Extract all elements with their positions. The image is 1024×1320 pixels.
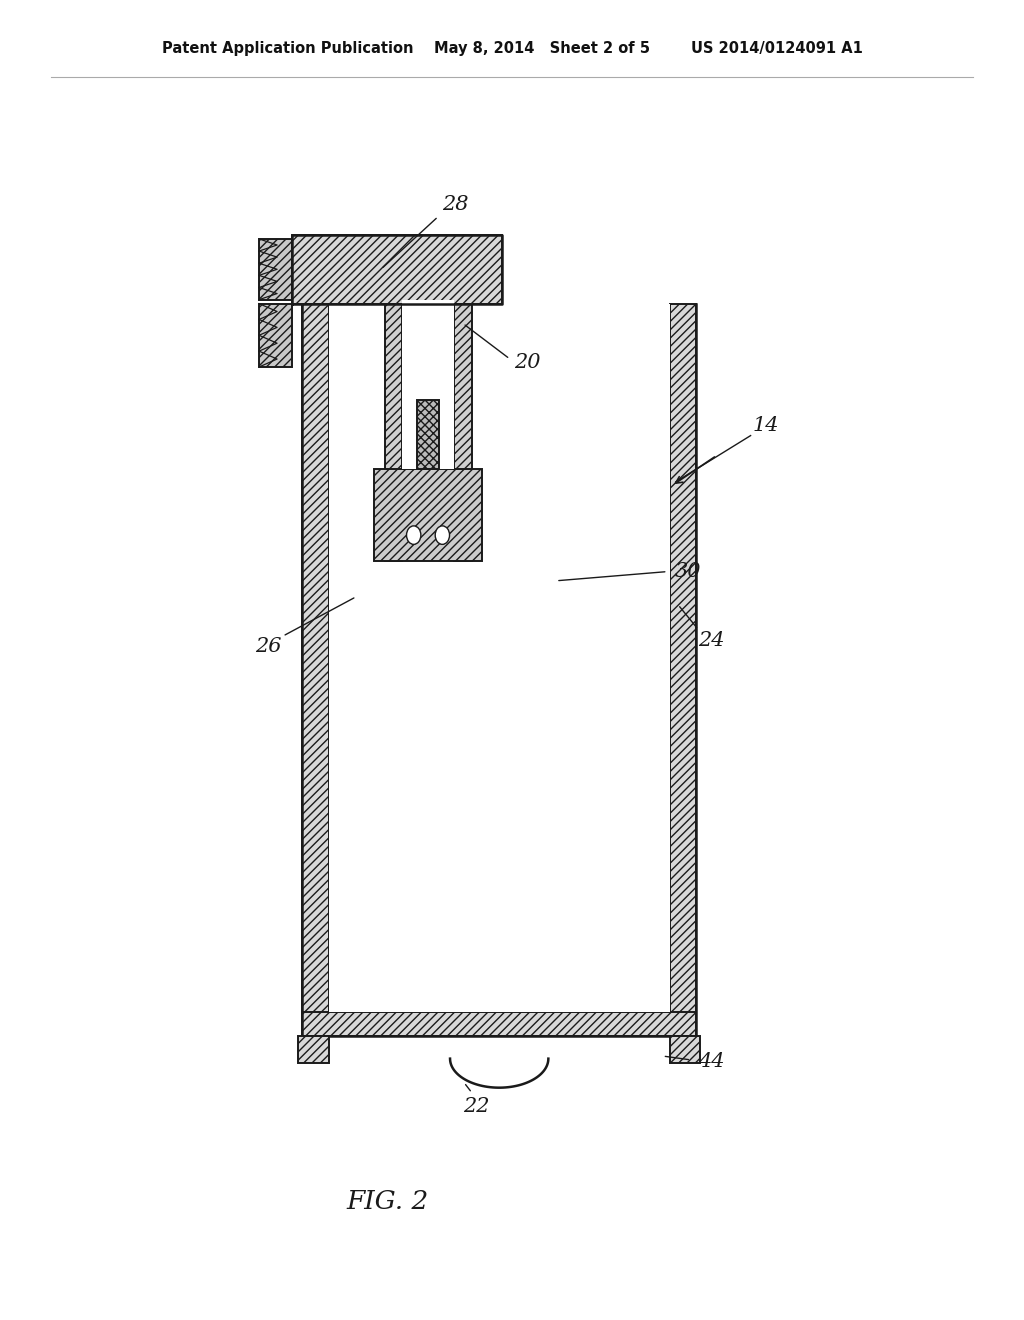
Bar	[401, 300, 455, 508]
Bar	[385, 300, 401, 561]
Bar	[302, 304, 329, 1036]
Text: 28: 28	[442, 195, 469, 214]
Bar	[670, 304, 696, 1036]
Text: Patent Application Publication    May 8, 2014   Sheet 2 of 5        US 2014/0124: Patent Application Publication May 8, 20…	[162, 41, 862, 57]
Text: 22: 22	[463, 1097, 489, 1115]
Text: 44: 44	[698, 1052, 725, 1071]
Text: 26: 26	[255, 638, 282, 656]
Bar	[298, 1036, 329, 1063]
Bar	[329, 304, 670, 1012]
Bar	[259, 239, 292, 300]
Text: 24: 24	[698, 631, 725, 649]
Text: 30: 30	[675, 562, 701, 581]
Circle shape	[407, 525, 421, 544]
Bar	[259, 304, 292, 367]
Bar	[454, 300, 471, 561]
Bar	[302, 1012, 696, 1036]
Bar	[417, 400, 439, 469]
Bar	[375, 469, 481, 561]
Text: FIG. 2: FIG. 2	[346, 1189, 428, 1213]
Circle shape	[435, 525, 450, 544]
Text: 14: 14	[753, 416, 779, 434]
Bar	[670, 1036, 700, 1063]
Text: 20: 20	[514, 354, 541, 372]
Bar	[302, 304, 696, 1036]
Bar	[292, 235, 502, 304]
Bar	[401, 300, 455, 469]
